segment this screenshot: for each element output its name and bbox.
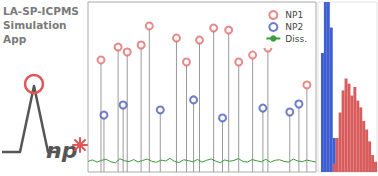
- svg-text:NP2: NP2: [285, 22, 303, 32]
- svg-text:np: np: [46, 138, 77, 163]
- svg-text:Diss.: Diss.: [285, 34, 307, 44]
- svg-text:NP1: NP1: [285, 10, 303, 20]
- html-text:LA-SP-ICPMS Simulation App: LA-SP-ICPMS Simulation App: [3, 5, 79, 45]
